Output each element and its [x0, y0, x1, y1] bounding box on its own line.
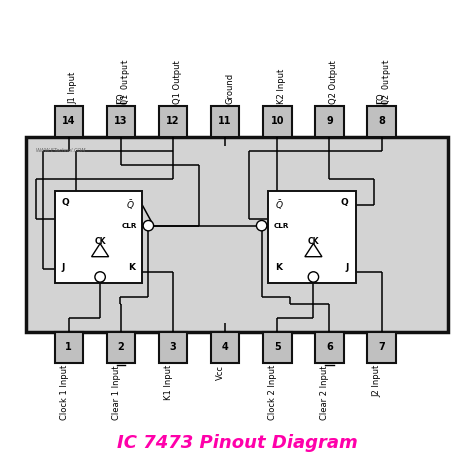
Bar — [55, 191, 142, 283]
Text: Q2 Output: Q2 Output — [382, 58, 391, 104]
Text: $\bar{Q}$: $\bar{Q}$ — [127, 198, 135, 211]
Circle shape — [256, 220, 267, 231]
Text: 11: 11 — [219, 116, 232, 126]
Text: WWW.ETechnol.COM: WWW.ETechnol.COM — [36, 148, 86, 154]
Bar — [263, 106, 292, 137]
Text: Clear 1 Input: Clear 1 Input — [112, 365, 121, 420]
Circle shape — [308, 272, 319, 282]
Text: 5: 5 — [274, 342, 281, 352]
Text: J: J — [62, 263, 65, 272]
Text: Clear 2 Input: Clear 2 Input — [320, 365, 329, 420]
Text: CLR: CLR — [273, 223, 289, 228]
Text: Q1 Output: Q1 Output — [121, 58, 130, 104]
Text: Clock 2 Input: Clock 2 Input — [268, 365, 277, 420]
Text: K: K — [128, 263, 135, 272]
Text: J: J — [345, 263, 348, 272]
Text: K1 Input: K1 Input — [164, 365, 173, 400]
Text: 7: 7 — [378, 342, 385, 352]
Bar — [55, 332, 83, 363]
Bar — [159, 106, 187, 137]
Text: 2: 2 — [118, 342, 124, 352]
Text: IC 7473 Pinout Diagram: IC 7473 Pinout Diagram — [117, 434, 357, 452]
Bar — [107, 332, 135, 363]
Bar — [367, 106, 396, 137]
Bar — [211, 332, 239, 363]
Text: 4: 4 — [222, 342, 228, 352]
Text: CK: CK — [94, 237, 106, 246]
Text: Q1 Output: Q1 Output — [173, 60, 182, 104]
Text: J2 Input: J2 Input — [373, 365, 382, 397]
Text: 9: 9 — [326, 116, 333, 126]
Bar — [315, 106, 344, 137]
Bar — [315, 332, 344, 363]
Text: K2 Input: K2 Input — [277, 68, 286, 104]
Text: $\bar{Q}$: $\bar{Q}$ — [275, 198, 283, 211]
Text: ̅Q: ̅Q — [382, 97, 391, 104]
Bar — [268, 191, 356, 283]
Text: 14: 14 — [62, 116, 75, 126]
Text: 13: 13 — [114, 116, 128, 126]
Circle shape — [143, 220, 154, 231]
Text: Q: Q — [341, 198, 348, 207]
Polygon shape — [91, 244, 109, 257]
Text: CK: CK — [308, 237, 319, 246]
Text: 10: 10 — [271, 116, 284, 126]
Bar — [159, 332, 187, 363]
Text: 12: 12 — [166, 116, 180, 126]
Circle shape — [95, 272, 105, 282]
Bar — [55, 106, 83, 137]
Text: 8: 8 — [378, 116, 385, 126]
Bar — [107, 106, 135, 137]
Text: 1: 1 — [65, 342, 72, 352]
Text: ̅Q: ̅Q — [121, 97, 130, 104]
Text: Ground: Ground — [225, 73, 234, 104]
Text: Vcc: Vcc — [216, 365, 225, 380]
Text: K: K — [275, 263, 282, 272]
Bar — [367, 332, 396, 363]
Bar — [211, 106, 239, 137]
Bar — [263, 332, 292, 363]
Polygon shape — [305, 244, 322, 257]
Text: Clock 1 Input: Clock 1 Input — [60, 365, 69, 420]
Text: Q: Q — [62, 198, 69, 207]
Text: 3: 3 — [170, 342, 176, 352]
Text: CLR: CLR — [122, 223, 137, 228]
Text: J1 Input: J1 Input — [69, 72, 78, 104]
Bar — [26, 137, 448, 332]
Text: 6: 6 — [326, 342, 333, 352]
Text: Q2 Output: Q2 Output — [329, 60, 338, 104]
